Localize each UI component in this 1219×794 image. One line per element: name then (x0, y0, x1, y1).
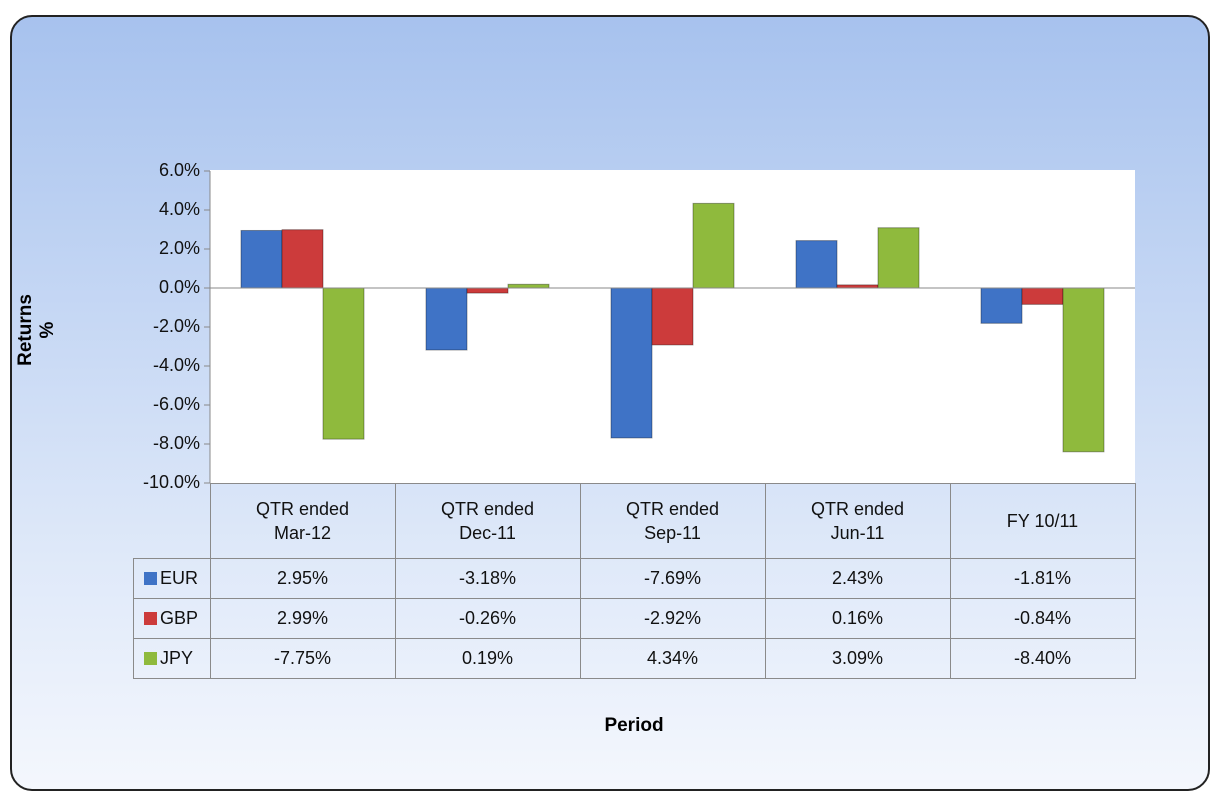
data-table: QTR ended Mar-12 QTR ended Dec-11 QTR ende… (133, 483, 1136, 679)
y-tick-label: 4.0% (159, 199, 200, 219)
y-tick-label: -4.0% (153, 355, 200, 375)
x-tick-label: QTR ended Sep-11 (625, 499, 720, 543)
x-tick-label: QTR ended Mar-12 (255, 499, 350, 543)
value-label: -1.81% (949, 558, 1136, 599)
legend-swatch (144, 612, 157, 625)
category-cell: FY 10/11 (949, 483, 1136, 559)
value-label: 0.19% (394, 638, 581, 679)
bar (281, 229, 324, 289)
table-series-row: JPY -7.75% 0.19% 4.34% 3.09% -8.40% (133, 638, 1136, 679)
value-label: 4.34% (579, 638, 766, 679)
bar (1021, 287, 1064, 305)
table-series-row: GBP 2.99% -0.26% -2.92% 0.16% -0.84% (133, 598, 1136, 639)
value-label: -0.84% (949, 598, 1136, 639)
legend-label: JPY (160, 648, 194, 668)
y-tick-label: 6.0% (159, 160, 200, 180)
x-tick-label: FY 10/11 (1006, 511, 1079, 531)
bar (877, 227, 920, 289)
table-header-row: QTR ended Mar-12 QTR ended Dec-11 QTR ende… (133, 483, 1136, 559)
x-axis-title: Period (604, 715, 664, 736)
value-label: -8.40% (949, 638, 1136, 679)
category-cell: QTR ended Sep-11 (579, 483, 766, 559)
y-tick-label: -8.0% (153, 433, 200, 453)
category-cell: QTR ended Dec-11 (394, 483, 581, 559)
category-cell: QTR ended Mar-12 (209, 483, 396, 559)
y-axis-title: Returns % (15, 294, 58, 366)
value-label: 2.99% (209, 598, 396, 639)
y-tick-label: 2.0% (159, 238, 200, 258)
value-label: -3.18% (394, 558, 581, 599)
legend-cell: JPY (133, 638, 211, 679)
value-label: 3.09% (764, 638, 951, 679)
legend-swatch (144, 652, 157, 665)
bar (610, 287, 653, 439)
bar (1062, 287, 1105, 453)
bar (692, 202, 735, 289)
value-label: -7.69% (579, 558, 766, 599)
value-label: -2.92% (579, 598, 766, 639)
legend-cell: GBP (133, 598, 211, 639)
value-label: 2.95% (209, 558, 396, 599)
bar (651, 287, 694, 346)
bar (322, 287, 365, 440)
legend-swatch (144, 572, 157, 585)
y-tick-label: 0.0% (159, 277, 200, 297)
bar (425, 287, 468, 351)
table-series-row: EUR 2.95% -3.18% -7.69% 2.43% -1.81% (133, 558, 1136, 599)
legend-label: EUR (160, 568, 199, 588)
table-corner (133, 483, 211, 559)
bar (240, 229, 283, 289)
bar (466, 287, 509, 294)
bar (795, 240, 838, 289)
bar (980, 287, 1023, 324)
value-label: -0.26% (394, 598, 581, 639)
y-tick-label: -2.0% (153, 316, 200, 336)
x-tick-label: QTR ended Jun-11 (810, 499, 905, 543)
bar (507, 283, 550, 289)
value-label: -7.75% (209, 638, 396, 679)
legend-cell: EUR (133, 558, 211, 599)
category-cell: QTR ended Jun-11 (764, 483, 951, 559)
value-label: 0.16% (764, 598, 951, 639)
x-tick-label: QTR ended Dec-11 (440, 499, 535, 543)
y-tick-label: -6.0% (153, 394, 200, 414)
legend-label: GBP (160, 608, 199, 628)
value-label: 2.43% (764, 558, 951, 599)
